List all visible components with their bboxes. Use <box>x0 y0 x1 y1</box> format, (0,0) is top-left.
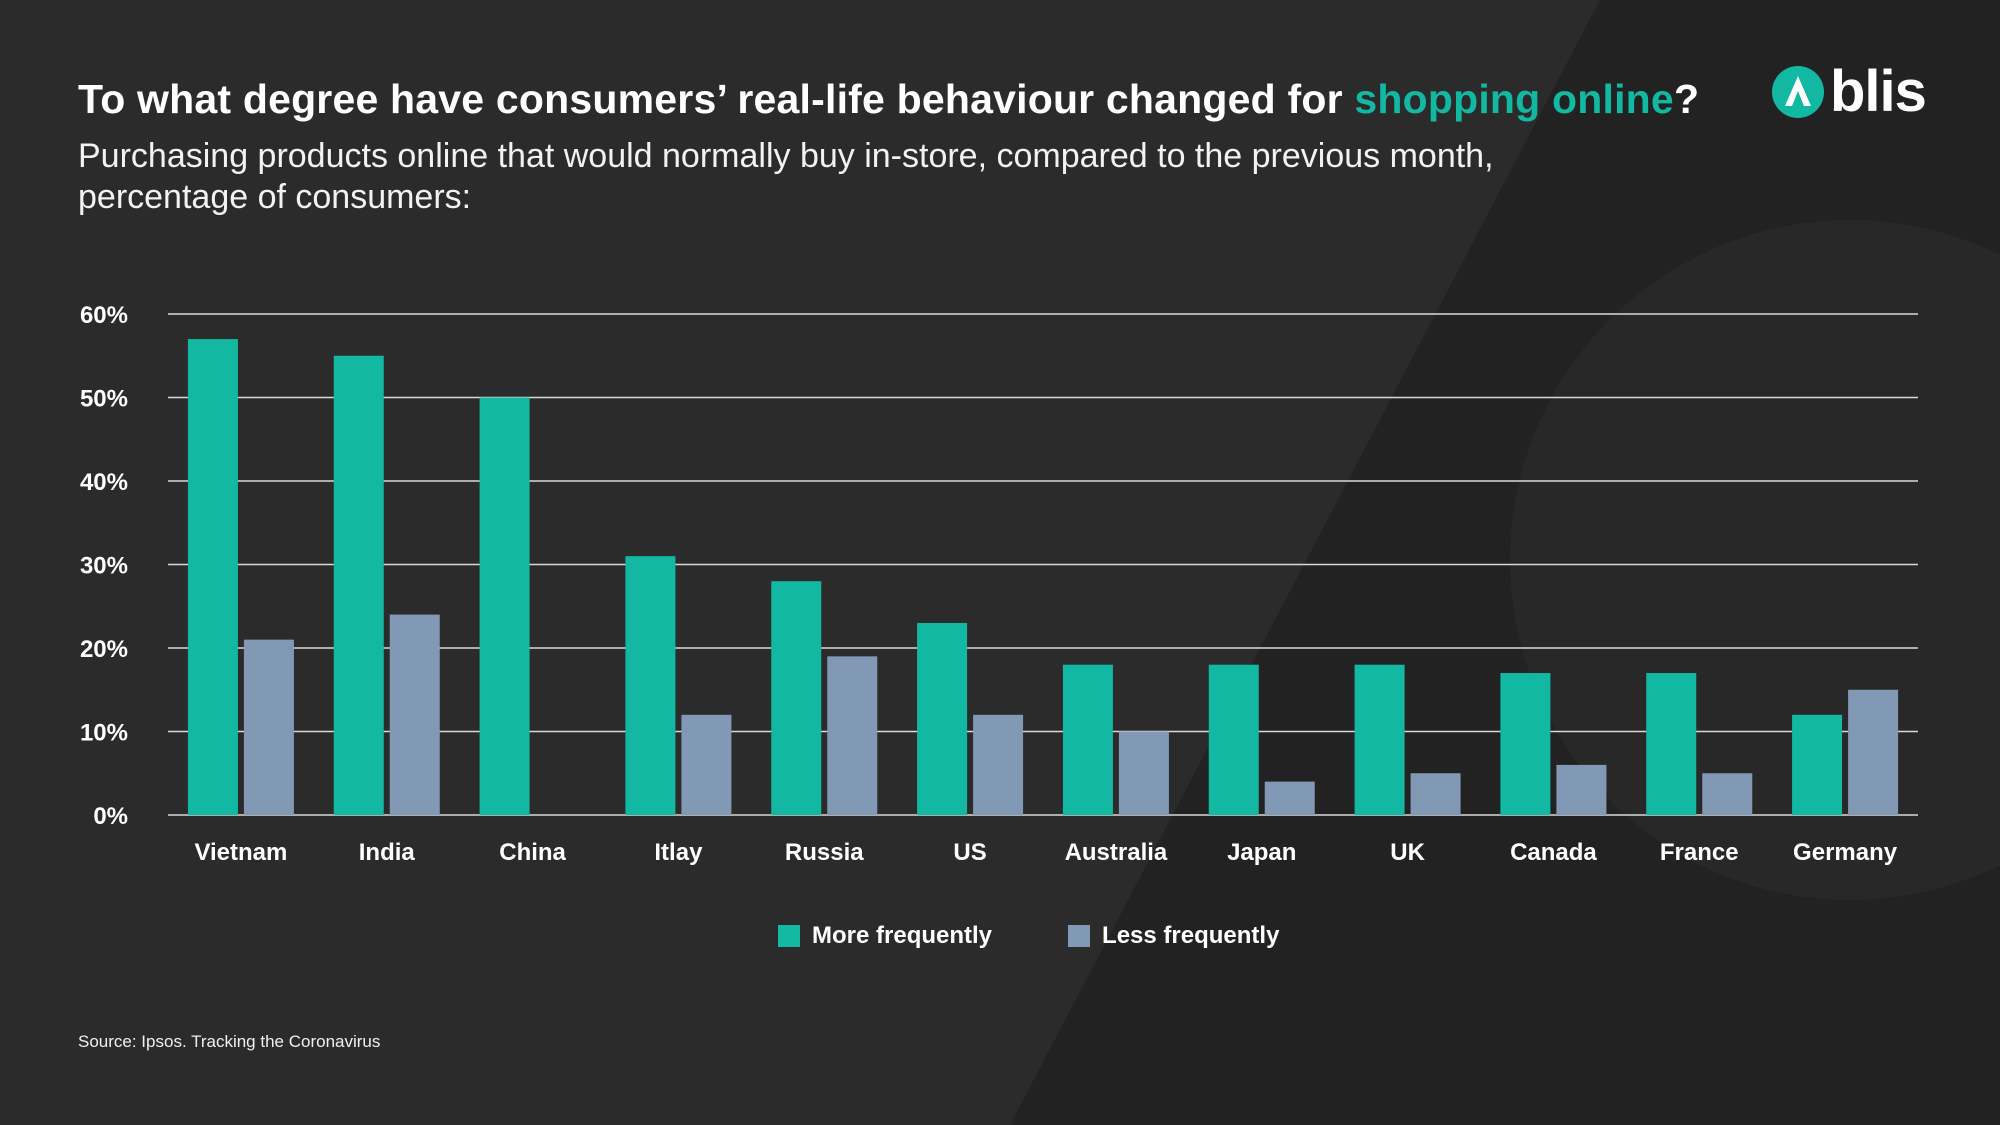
x-tick-label: Canada <box>1510 839 1597 866</box>
legend-item-less: Less frequently <box>1068 922 1279 950</box>
x-tick-label: Australia <box>1065 839 1168 866</box>
y-tick-label: 50% <box>80 386 128 413</box>
x-tick-label: Japan <box>1227 839 1296 866</box>
x-tick-label: Itlay <box>654 839 703 866</box>
blis-logo-icon <box>1772 66 1824 118</box>
bar-less-frequently <box>827 656 878 815</box>
x-tick-label: India <box>359 839 416 866</box>
chart-subtitle: Purchasing products online that would no… <box>78 137 1494 216</box>
legend-swatch-more <box>778 925 800 947</box>
chart-legend: More frequently Less frequently <box>778 922 1279 950</box>
bar-less-frequently <box>389 614 440 815</box>
title-suffix: ? <box>1673 76 1700 122</box>
bar-less-frequently <box>973 714 1024 815</box>
x-tick-label: Vietnam <box>194 839 287 866</box>
legend-label-less: Less frequently <box>1102 922 1280 949</box>
x-tick-label: US <box>953 839 986 866</box>
title-prefix: To what degree have consumers’ real-life… <box>78 76 1355 122</box>
y-tick-label: 0% <box>93 803 128 830</box>
bar-more-frequently <box>1208 664 1259 815</box>
bar-less-frequently <box>1264 781 1315 815</box>
bar-more-frequently <box>333 355 384 815</box>
y-tick-label: 10% <box>80 720 128 747</box>
y-tick-label: 60% <box>80 302 128 329</box>
blis-logo: blis <box>1770 59 1927 124</box>
x-tick-label: France <box>1660 839 1739 866</box>
legend-label-more: More frequently <box>812 922 993 949</box>
x-tick-label: Germany <box>1793 839 1898 866</box>
bar-more-frequently <box>1792 714 1843 815</box>
bar-more-frequently <box>625 556 676 815</box>
y-tick-label: 30% <box>80 553 128 580</box>
y-tick-label: 40% <box>80 469 128 496</box>
bar-more-frequently <box>1062 664 1113 815</box>
bar-less-frequently <box>1848 689 1899 815</box>
legend-item-more: More frequently <box>778 922 992 950</box>
title-highlight: shopping online <box>1354 76 1674 122</box>
bar-more-frequently <box>1354 664 1405 815</box>
source-note: Source: Ipsos. Tracking the Coronavirus <box>78 1032 381 1051</box>
legend-swatch-less <box>1068 925 1091 947</box>
bar-less-frequently <box>681 714 732 815</box>
bar-chart: 0% 10% 20% 30% 40% 50% 60% Vietnam India China Itl… <box>80 302 1918 866</box>
bar-more-frequently <box>1646 673 1697 815</box>
bar-more-frequently <box>479 397 530 815</box>
chart-title: To what degree have consumers’ real-life… <box>78 76 1699 123</box>
bar-more-frequently <box>1500 673 1551 815</box>
bar-less-frequently <box>1556 764 1607 815</box>
bar-more-frequently <box>771 581 822 815</box>
bar-less-frequently <box>1410 773 1461 815</box>
bar-less-frequently <box>243 639 294 815</box>
x-tick-label: UK <box>1390 839 1425 866</box>
logo-text: blis <box>1830 59 1927 124</box>
x-tick-label: China <box>499 839 566 866</box>
y-tick-label: 20% <box>80 636 128 663</box>
bar-more-frequently <box>187 339 238 815</box>
bar-less-frequently <box>1118 731 1169 815</box>
x-tick-label: Russia <box>785 839 864 866</box>
bar-more-frequently <box>917 622 968 815</box>
bar-less-frequently <box>1702 773 1753 815</box>
